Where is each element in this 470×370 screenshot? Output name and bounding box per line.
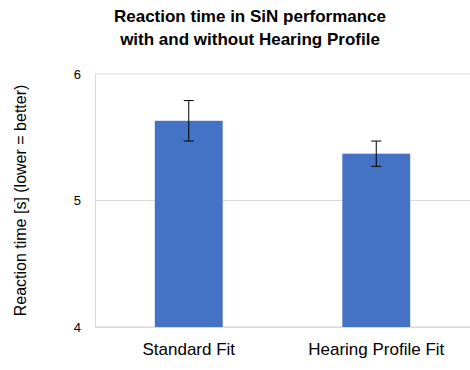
error-bar bbox=[371, 141, 381, 166]
bar bbox=[155, 121, 223, 327]
y-tick: 6 bbox=[74, 67, 95, 82]
error-bar-line bbox=[371, 141, 381, 166]
x-tick: Hearing Profile Fit bbox=[308, 327, 444, 359]
y-tick-label: 5 bbox=[74, 193, 81, 208]
x-axis: Standard Fit Hearing Profile Fit bbox=[96, 327, 470, 359]
title-line: Reaction time in SiN performance bbox=[114, 7, 386, 26]
x-tick-label: Standard Fit bbox=[142, 340, 235, 359]
y-tick-label: 6 bbox=[74, 67, 81, 82]
y-tick: 4 bbox=[74, 320, 95, 335]
plot: 4 5 6 Standard Fit Hearing Profile Fit bbox=[74, 67, 470, 359]
title: Reaction time in SiN performance with and… bbox=[114, 7, 386, 49]
y-axis-title: Reaction time [s] (lower = better) bbox=[12, 85, 29, 317]
error-bar bbox=[184, 101, 194, 141]
error-bar-line bbox=[184, 101, 194, 141]
y-tick: 5 bbox=[74, 193, 95, 208]
grid-line bbox=[95, 74, 470, 75]
grid bbox=[95, 74, 470, 327]
y-tick-label: 4 bbox=[74, 320, 81, 335]
bars bbox=[155, 101, 410, 327]
x-tick-label: Hearing Profile Fit bbox=[308, 340, 444, 359]
y-axis-line bbox=[95, 75, 96, 328]
grid-line bbox=[95, 327, 470, 328]
x-tick: Standard Fit bbox=[142, 327, 235, 359]
x-axis-line bbox=[96, 327, 470, 328]
bar bbox=[342, 154, 410, 327]
chart: Reaction time in SiN performance with and… bbox=[0, 0, 470, 370]
title-line: with and without Hearing Profile bbox=[119, 30, 380, 49]
grid-line bbox=[95, 200, 470, 201]
y-axis: 4 5 6 bbox=[74, 67, 96, 335]
